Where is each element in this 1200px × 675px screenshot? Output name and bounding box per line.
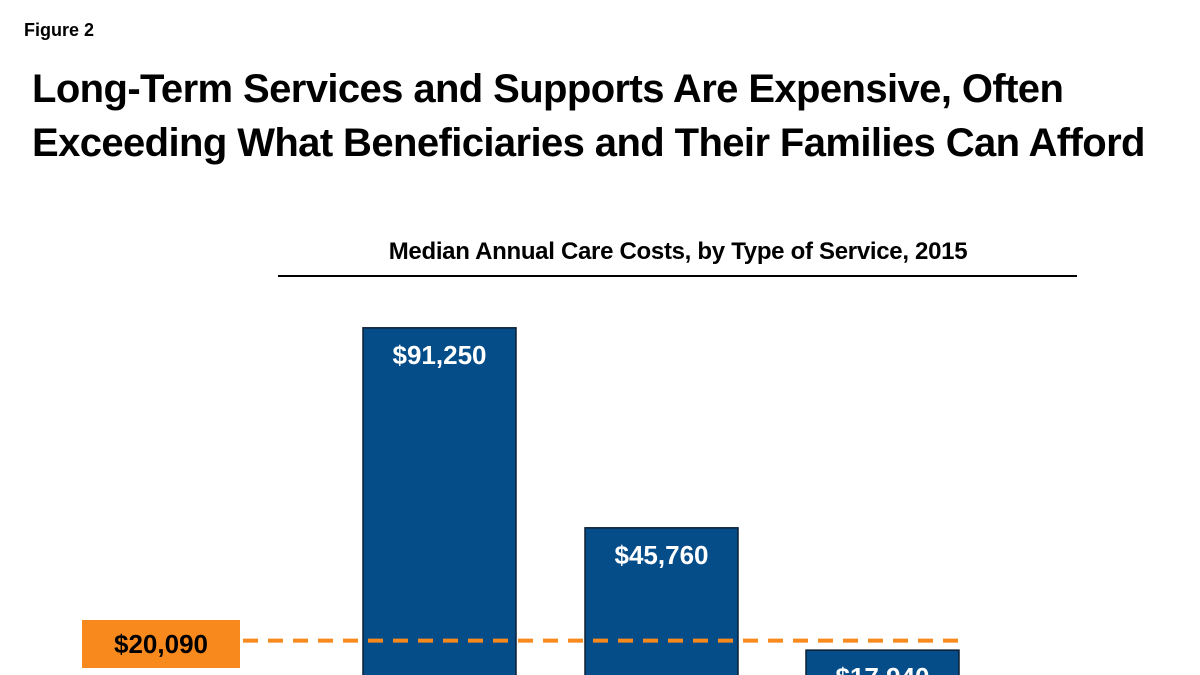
page-title-line-1: Long-Term Services and Supports Are Expe… <box>32 67 1064 111</box>
figure-label: Figure 2 <box>24 20 95 40</box>
reference-line-label-text: $20,090 <box>114 628 208 659</box>
page-title-line-2: Exceeding What Beneficiaries and Their F… <box>32 121 1145 165</box>
bar-2 <box>584 527 739 675</box>
chart-title: Median Annual Care Costs, by Type of Ser… <box>388 238 968 265</box>
bar-1 <box>362 327 517 675</box>
bar-value-label-2: $45,760 <box>615 540 709 570</box>
reference-line-label: $20,090 <box>82 620 240 668</box>
chart-title-underline <box>278 275 1077 277</box>
bar-value-label-3: $17,940 <box>836 662 930 675</box>
bar-value-label-1: $91,250 <box>393 340 487 370</box>
bar-3 <box>805 649 960 675</box>
page-title: Long-Term Services and Supports Are Expe… <box>32 62 1200 170</box>
